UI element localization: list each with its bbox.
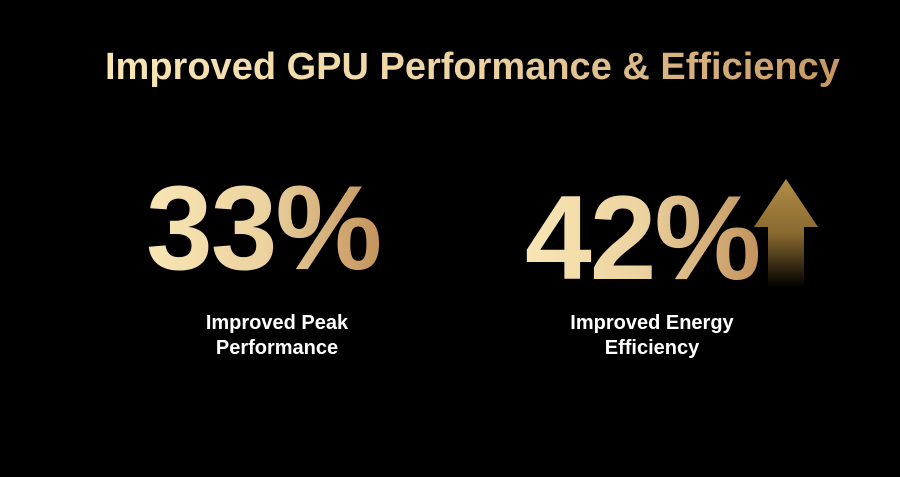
energy-efficiency-value: 42% [525, 171, 761, 305]
label-line: Efficiency [604, 337, 700, 359]
label-line: Performance [215, 337, 339, 359]
slide-title: Improved GPU Performance & Efficiency [105, 46, 865, 89]
energy-efficiency-label: Improved Energy Efficiency [522, 311, 782, 361]
label-line: Improved Peak [205, 312, 349, 334]
peak-performance-label: Improved Peak Performance [147, 311, 407, 361]
peak-performance-value: 33% [146, 161, 382, 295]
label-line: Improved Energy [570, 312, 734, 334]
arrow-up-icon [754, 179, 818, 287]
